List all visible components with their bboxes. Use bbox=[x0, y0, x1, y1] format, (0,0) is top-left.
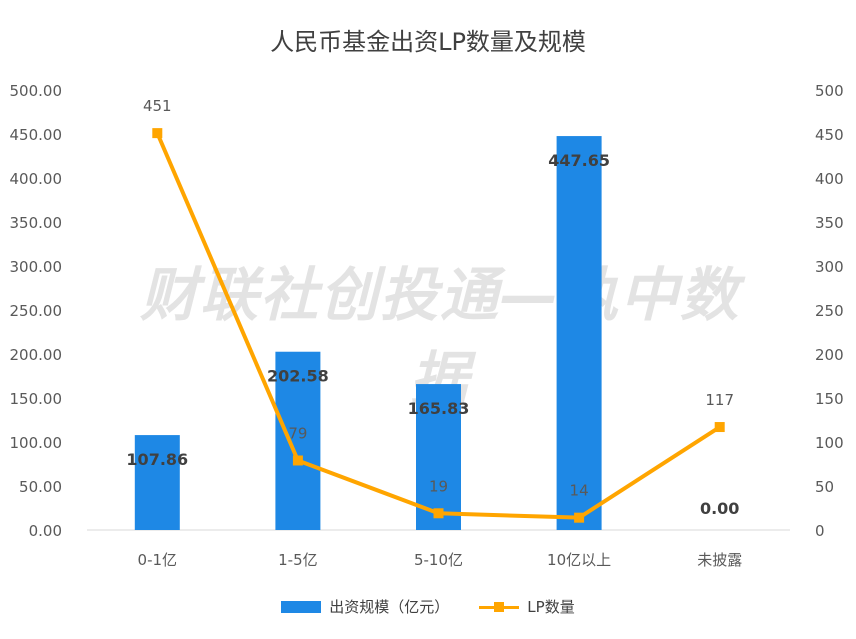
legend-bar-label: 出资规模（亿元） bbox=[329, 598, 450, 616]
category-label: 0-1亿 bbox=[138, 551, 178, 569]
left-axis-tick-label: 50.00 bbox=[19, 478, 62, 496]
category-label: 5-10亿 bbox=[414, 551, 463, 569]
left-axis-tick-label: 350.00 bbox=[10, 214, 63, 232]
left-axis-tick-label: 400.00 bbox=[10, 170, 63, 188]
left-axis-tick-label: 500.00 bbox=[10, 82, 63, 100]
left-axis-tick-label: 0.00 bbox=[29, 522, 62, 540]
line-data-label: 19 bbox=[429, 477, 448, 495]
right-axis-tick-label: 500 bbox=[815, 82, 844, 100]
bar bbox=[134, 435, 180, 530]
line-marker bbox=[433, 508, 444, 519]
line-data-label: 451 bbox=[143, 97, 172, 115]
right-axis-tick-label: 50 bbox=[815, 478, 834, 496]
right-axis-tick-label: 250 bbox=[815, 302, 844, 320]
bar-data-label: 202.58 bbox=[267, 367, 329, 386]
category-label: 10亿以上 bbox=[547, 551, 611, 569]
legend: 出资规模（亿元） LP数量 bbox=[0, 596, 856, 617]
bar bbox=[556, 136, 602, 530]
left-axis-tick-label: 450.00 bbox=[10, 126, 63, 144]
line-data-label: 14 bbox=[570, 482, 589, 500]
line-data-label: 79 bbox=[288, 424, 307, 442]
right-axis-tick-label: 450 bbox=[815, 126, 844, 144]
category-label: 未披露 bbox=[697, 551, 742, 569]
left-axis-tick-label: 200.00 bbox=[10, 346, 63, 364]
right-axis-tick-label: 300 bbox=[815, 258, 844, 276]
legend-item-bar: 出资规模（亿元） bbox=[281, 596, 449, 617]
line-marker bbox=[574, 512, 585, 523]
left-axis-tick-label: 250.00 bbox=[10, 302, 63, 320]
bar-data-label: 447.65 bbox=[548, 151, 610, 170]
line-marker bbox=[292, 455, 303, 466]
right-axis-tick-label: 150 bbox=[815, 390, 844, 408]
category-label: 1-5亿 bbox=[278, 551, 318, 569]
right-axis-tick-label: 350 bbox=[815, 214, 844, 232]
bar-data-label: 165.83 bbox=[408, 399, 470, 418]
left-axis-tick-label: 300.00 bbox=[10, 258, 63, 276]
bar bbox=[275, 351, 321, 530]
legend-item-line: LP数量 bbox=[479, 596, 575, 617]
line-data-label: 117 bbox=[705, 391, 734, 409]
left-axis-tick-label: 150.00 bbox=[10, 390, 63, 408]
legend-line-label: LP数量 bbox=[527, 598, 575, 616]
legend-line-swatch bbox=[479, 601, 520, 613]
right-axis-tick-label: 200 bbox=[815, 346, 844, 364]
line-marker bbox=[152, 128, 163, 139]
line-marker bbox=[714, 422, 725, 433]
watermark: 财联社创投通—执中数据 bbox=[140, 261, 741, 413]
chart-title: 人民币基金出资LP数量及规模 bbox=[270, 28, 586, 56]
bar-data-label: 0.00 bbox=[700, 499, 739, 518]
right-axis-tick-label: 100 bbox=[815, 434, 844, 452]
legend-bar-swatch bbox=[281, 600, 322, 613]
right-axis-tick-label: 0 bbox=[815, 522, 825, 540]
left-axis-tick-label: 100.00 bbox=[10, 434, 63, 452]
right-axis-tick-label: 400 bbox=[815, 170, 844, 188]
bar-data-label: 107.86 bbox=[126, 450, 188, 469]
